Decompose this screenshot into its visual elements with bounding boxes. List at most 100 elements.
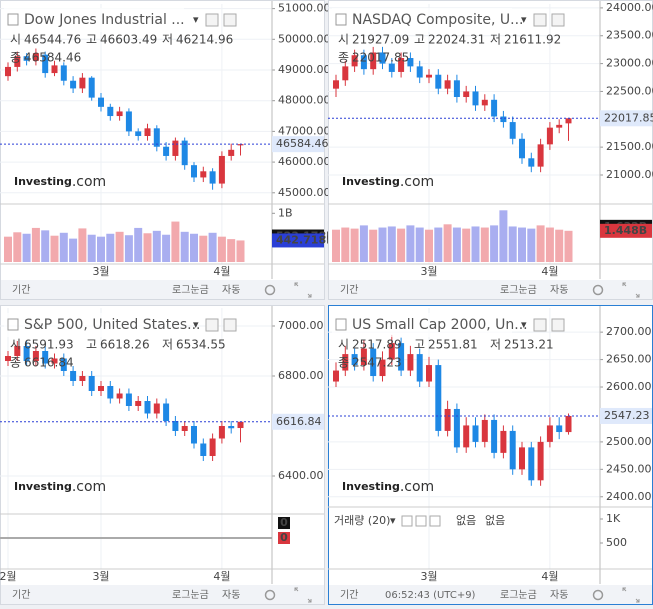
menu-icon[interactable]	[335, 13, 347, 26]
candle-body	[333, 80, 339, 89]
y-tick-label: 49000.00	[278, 63, 331, 76]
header-value: 46603.49	[100, 33, 157, 47]
candle-body	[416, 354, 423, 382]
candle-body	[88, 77, 95, 98]
toolbar-item[interactable]: 자동	[222, 284, 240, 296]
toolbar-item[interactable]: 로그눈금	[172, 589, 209, 601]
y-tick-label: 47000.00	[278, 124, 331, 137]
toolbar-bg	[329, 280, 652, 299]
header-icon[interactable]	[551, 318, 565, 332]
volume-tick-label: 500	[606, 536, 627, 549]
y-tick-label: 6800.00	[278, 369, 324, 382]
volume-bar	[236, 240, 245, 262]
volume-bar	[369, 229, 378, 262]
price-marker-label: 6616.84	[276, 415, 322, 428]
volume-bar	[518, 227, 526, 262]
toolbar-item[interactable]: 기간	[12, 589, 30, 601]
expand-icon[interactable]	[622, 587, 640, 603]
settings-icon[interactable]	[592, 589, 604, 601]
volume-bar	[545, 227, 554, 262]
candle-body	[107, 386, 114, 399]
volume-marker-label: 1.448B	[604, 224, 647, 237]
dropdown: ▾	[193, 13, 199, 26]
menu-icon[interactable]	[7, 13, 19, 26]
candle-body	[172, 140, 179, 156]
header-value: 22024.31	[428, 33, 485, 47]
candle-body	[472, 91, 479, 106]
header-icon[interactable]	[205, 13, 219, 27]
menu-icon[interactable]	[7, 318, 19, 331]
toolbar-item[interactable]: 기간	[340, 589, 358, 601]
legend-icon[interactable]	[429, 515, 441, 527]
legend-icon[interactable]	[401, 515, 413, 527]
settings-icon[interactable]	[264, 284, 276, 296]
header-label: 고	[86, 33, 97, 47]
candle-body	[556, 425, 563, 433]
candle-body	[407, 354, 414, 371]
candle-body	[500, 116, 507, 123]
candle-body	[370, 348, 377, 377]
expand-icon[interactable]	[622, 282, 640, 298]
candle-body	[163, 403, 170, 421]
y-tick-label: 2600.00	[606, 380, 652, 393]
volume-bar	[87, 234, 96, 262]
expand-icon[interactable]	[294, 282, 312, 298]
candle-body	[481, 99, 488, 106]
chart-title: US Small Cap 2000, Un...	[352, 317, 528, 333]
header-icon[interactable]	[223, 318, 237, 332]
toolbar-item[interactable]: 로그눈금	[500, 284, 537, 296]
sub-marker-label: 0	[280, 531, 288, 544]
x-tick-label: 3월	[92, 570, 109, 583]
expand-icon[interactable]	[294, 587, 312, 603]
toolbar-item[interactable]: 기간	[12, 284, 30, 296]
candle-body	[565, 415, 572, 433]
chart-panel: 3월 4월 24000.00 23500.00 23000.00 22500.00 2150…	[328, 0, 653, 300]
legend-icon[interactable]	[415, 515, 427, 527]
volume-bar	[499, 210, 508, 262]
x-tick-label: 4월	[213, 265, 230, 278]
candle-body	[218, 426, 225, 439]
header-label: 시	[338, 338, 349, 352]
header-icon[interactable]	[205, 318, 219, 332]
header-icon[interactable]	[551, 13, 565, 27]
menu-icon[interactable]	[335, 318, 347, 331]
candle-body	[218, 155, 225, 184]
toolbar-item[interactable]: 자동	[550, 284, 568, 296]
settings-icon[interactable]	[592, 284, 604, 296]
candle-body	[172, 421, 179, 431]
candle-body	[125, 111, 132, 132]
volume-bar	[152, 230, 161, 262]
header-value: 6616.84	[24, 356, 74, 370]
watermark-main: Investing	[14, 480, 72, 493]
header-value: 6534.55	[176, 338, 226, 352]
price-marker	[600, 110, 652, 127]
candle-body	[398, 58, 405, 72]
volume-bar	[536, 225, 545, 262]
candle-body	[116, 111, 123, 117]
header-label: 고	[414, 33, 425, 47]
x-tick-label: 3월	[420, 265, 437, 278]
header-icon[interactable]	[533, 13, 547, 27]
volume-bar	[434, 227, 443, 262]
volume-bar	[124, 235, 133, 262]
toolbar-bg	[1, 585, 324, 604]
header-icon[interactable]	[223, 13, 237, 27]
candle-body	[181, 426, 188, 431]
candle-body	[135, 131, 142, 136]
toolbar-item[interactable]: 자동	[550, 589, 568, 601]
candle-body	[5, 356, 11, 361]
header-icon[interactable]	[533, 318, 547, 332]
toolbar-item[interactable]: 로그눈금	[500, 589, 537, 601]
candle-body	[435, 74, 442, 89]
settings-icon[interactable]	[264, 589, 276, 601]
toolbar-item[interactable]: 자동	[222, 589, 240, 601]
volume-bar	[341, 227, 350, 262]
header-value: 2547.23	[352, 356, 402, 370]
toolbar-item[interactable]: 로그눈금	[172, 284, 209, 296]
y-tick-label: 2700.00	[606, 325, 652, 338]
y-tick-label: 2450.00	[606, 462, 652, 475]
header-value: 46214.96	[176, 33, 233, 47]
toolbar-item[interactable]: 기간	[340, 284, 358, 296]
header-label: 시	[338, 33, 349, 47]
candle-body	[388, 63, 395, 72]
